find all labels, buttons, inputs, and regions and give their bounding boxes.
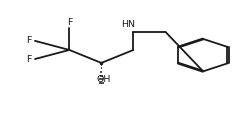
Text: F: F [26, 54, 32, 64]
Text: OH: OH [96, 75, 110, 84]
Text: F: F [66, 18, 72, 27]
Text: F: F [26, 36, 32, 45]
Text: HN: HN [120, 20, 134, 29]
